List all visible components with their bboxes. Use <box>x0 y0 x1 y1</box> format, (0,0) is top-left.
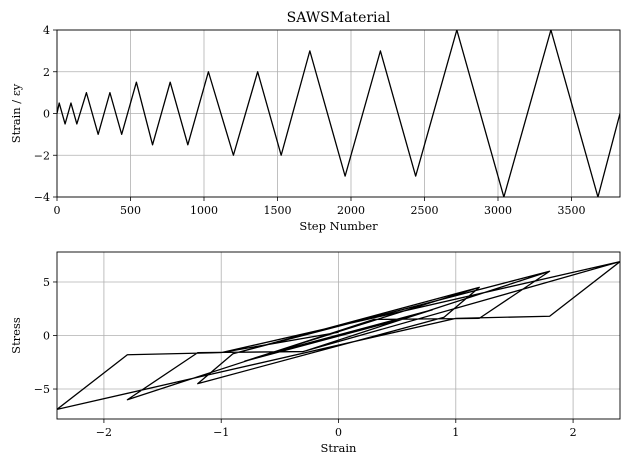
y-tick-label: 0 <box>43 330 50 343</box>
chart-title: SAWSMaterial <box>287 10 391 26</box>
strain-history-line <box>57 30 620 197</box>
y-tick-label: −5 <box>34 383 50 396</box>
y-tick-label: 5 <box>43 276 50 289</box>
y-axis-label: Stress <box>9 317 23 354</box>
y-tick-label: 2 <box>43 66 50 79</box>
strain-history-subplot: 0 500 1000 1500 2000 2500 3000 3500 −4 −2 0 2 4 SAWSM… <box>9 10 621 233</box>
x-tick-label: 1500 <box>263 204 291 217</box>
x-tick-label: 3500 <box>557 204 585 217</box>
hysteresis-line <box>57 260 620 411</box>
x-tick-label: −2 <box>96 426 112 439</box>
x-tick-label: 2500 <box>410 204 438 217</box>
x-tick-label: −1 <box>213 426 229 439</box>
y-tick-label: 0 <box>43 108 50 121</box>
x-axis-label: Step Number <box>299 219 378 233</box>
y-tick-label: 4 <box>43 24 50 37</box>
stress-strain-subplot: −2 −1 0 1 2 −5 0 5 Strain Stress <box>9 251 621 455</box>
x-axis-label: Strain <box>321 441 358 455</box>
x-tick-label: 2000 <box>337 204 365 217</box>
x-tick-label: 1000 <box>190 204 218 217</box>
x-tick-label: 2 <box>570 426 577 439</box>
y-tick-label: −4 <box>34 191 50 204</box>
y-tick-label: −2 <box>34 149 50 162</box>
x-tick-label: 500 <box>120 204 141 217</box>
x-tick-label: 0 <box>335 426 342 439</box>
x-tick-label: 1 <box>452 426 459 439</box>
y-axis-label: Strain / εy <box>9 83 23 143</box>
x-tick-label: 3000 <box>484 204 512 217</box>
x-tick-label: 0 <box>54 204 61 217</box>
